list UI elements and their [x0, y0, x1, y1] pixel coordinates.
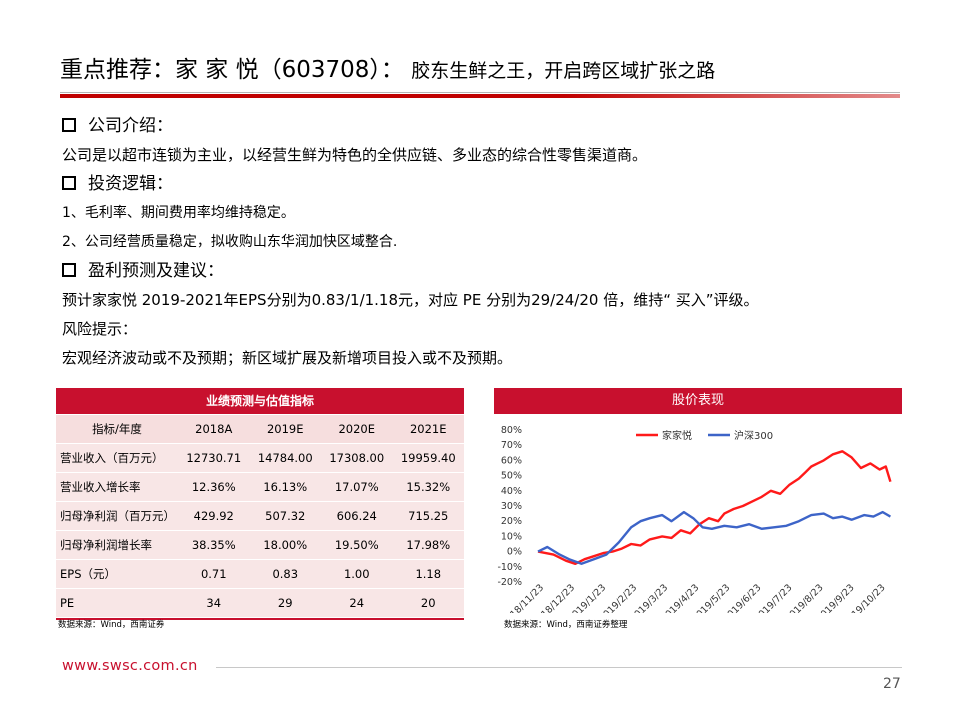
table-row: 归母净利润增长率 38.35% 18.00% 19.50% 17.98%	[56, 530, 464, 560]
y-tick-label: 10%	[501, 531, 522, 542]
legend-label: 家家悦	[662, 429, 692, 442]
title-divider-thin	[60, 92, 900, 93]
table-cell: 29	[249, 588, 321, 618]
table-row: EPS（元） 0.71 0.83 1.00 1.18	[56, 559, 464, 589]
table-cell: 17.07%	[321, 472, 393, 502]
table-cell: 0.83	[249, 559, 321, 589]
table-cell: 34	[178, 588, 250, 618]
table-header-cell: 2019E	[249, 414, 321, 444]
table-cell: 1.00	[321, 559, 393, 589]
valuation-table: 指标/年度 2018A 2019E 2020E 2021E 营业收入（百万元） 12730…	[56, 414, 464, 618]
y-tick-label: 80%	[501, 425, 522, 436]
table-cell: 19959.40	[392, 443, 464, 473]
stock-chart-plot: -20%-10%0%10%20%30%40%50%60%70%80%2018/1…	[497, 425, 892, 613]
y-tick-label: 30%	[501, 501, 522, 512]
y-tick-label: 60%	[501, 455, 522, 466]
slide-title: 重点推荐：家 家 悦（603708）： 胶东生鲜之王，开启跨区域扩张之路	[60, 50, 900, 84]
table-cell: 606.24	[321, 501, 393, 531]
y-tick-label: -20%	[497, 577, 522, 588]
table-header-cell: 2020E	[321, 414, 393, 444]
y-tick-label: -10%	[497, 562, 522, 573]
intro-text: 公司是以超市连锁为主业，以经营生鲜为特色的全供应链、多业态的综合性零售渠道商。	[62, 146, 648, 164]
forecast-table: 业绩预测与估值指标 指标/年度 2018A 2019E 2020E 2021E 营业收入…	[56, 388, 464, 620]
risk-heading: 风险提示：	[62, 320, 138, 338]
y-tick-label: 0%	[507, 547, 522, 558]
stock-chart: 股价表现 -20% -10% 0% 10% 20% 30% 40% 50% 60% 70% 80% 2…	[494, 388, 902, 613]
intro-heading: 公司介绍：	[62, 112, 902, 141]
y-tick-label: 70%	[501, 440, 522, 451]
logic-point-2: 2、公司经营质量稳定，拟收购山东华润加快区域整合.	[62, 234, 398, 250]
table-cell: 17.98%	[392, 530, 464, 560]
table-cell: 429.92	[178, 501, 250, 531]
table-row: PE 34 29 24 20	[56, 588, 464, 618]
table-row-label: PE	[56, 588, 178, 618]
table-row: 归母净利润（百万元） 429.92 507.32 606.24 715.25	[56, 501, 464, 531]
table-row-label: 营业收入增长率	[56, 472, 178, 502]
table-row: 营业收入增长率 12.36% 16.13% 17.07% 15.32%	[56, 472, 464, 502]
square-bullet-icon	[62, 263, 76, 277]
table-cell: 1.18	[392, 559, 464, 589]
table-cell: 12.36%	[178, 472, 250, 502]
table-cell: 715.25	[392, 501, 464, 531]
slide-title-main: 重点推荐：家 家 悦（603708）：	[60, 57, 404, 83]
footer-url: www.swsc.com.cn	[62, 658, 198, 674]
table-cell: 14784.00	[249, 443, 321, 473]
y-tick-label: 50%	[501, 471, 522, 482]
table-row-label: 归母净利润增长率	[56, 530, 178, 560]
square-bullet-icon	[62, 176, 76, 190]
forecast-text: 预计家家悦 2019-2021年EPS分别为0.83/1/1.18元，对应 PE…	[62, 291, 759, 309]
table-cell: 507.32	[249, 501, 321, 531]
series-line-jiajiayue	[537, 450, 892, 565]
title-divider-red	[60, 94, 900, 98]
page-number: 27	[883, 676, 901, 692]
forecast-heading: 盈利预测及建议：	[62, 257, 902, 286]
table-cell: 18.00%	[249, 530, 321, 560]
square-bullet-icon	[62, 118, 76, 132]
table-row: 营业收入（百万元） 12730.71 14784.00 17308.00 19959.4…	[56, 443, 464, 473]
title-divider	[60, 92, 900, 98]
table-row-label: 营业收入（百万元）	[56, 443, 178, 473]
y-tick-label: 40%	[501, 486, 522, 497]
table-cell: 16.13%	[249, 472, 321, 502]
table-cell: 19.50%	[321, 530, 393, 560]
table-cell: 17308.00	[321, 443, 393, 473]
table-cell: 12730.71	[178, 443, 250, 473]
table-cell: 0.71	[178, 559, 250, 589]
chart-source: 数据来源：Wind，西南证券整理	[504, 620, 628, 630]
table-header-cell: 2018A	[178, 414, 250, 444]
chart-title: 股价表现	[494, 388, 902, 414]
legend-label: 沪深300	[734, 429, 773, 442]
table-cell: 38.35%	[178, 530, 250, 560]
table-title: 业绩预测与估值指标	[56, 388, 464, 414]
table-bottom-rule	[56, 618, 464, 620]
table-header-cell: 指标/年度	[56, 414, 178, 444]
table-header-cell: 2021E	[392, 414, 464, 444]
logic-point-1: 1、毛利率、期间费用率均维持稳定。	[62, 205, 295, 221]
logic-heading: 投资逻辑：	[62, 170, 902, 199]
body-text: 公司介绍： 公司是以超市连锁为主业，以经营生鲜为特色的全供应链、多业态的综合性零…	[62, 112, 902, 373]
series-line-hs300	[537, 510, 892, 565]
table-body: 营业收入（百万元） 12730.71 14784.00 17308.00 19959.4…	[56, 443, 464, 618]
table-row-label: 归母净利润（百万元）	[56, 501, 178, 531]
risk-text: 宏观经济波动或不及预期；新区域扩展及新增项目投入或不及预期。	[62, 349, 513, 367]
table-cell: 20	[392, 588, 464, 618]
table-cell: 15.32%	[392, 472, 464, 502]
table-source: 数据来源：Wind，西南证券	[58, 620, 165, 630]
slide-title-sub: 胶东生鲜之王，开启跨区域扩张之路	[411, 60, 716, 82]
table-header-row: 指标/年度 2018A 2019E 2020E 2021E	[56, 414, 464, 444]
y-tick-label: 20%	[501, 516, 522, 527]
footer-divider	[216, 667, 902, 668]
table-row-label: EPS（元）	[56, 559, 178, 589]
table-cell: 24	[321, 588, 393, 618]
